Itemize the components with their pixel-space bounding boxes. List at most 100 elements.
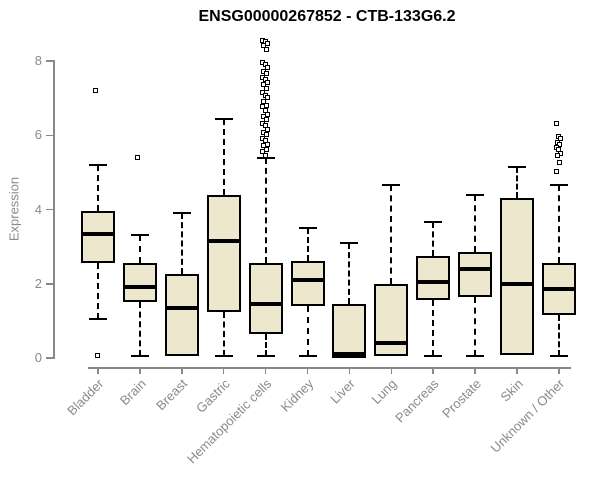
lower-whisker-cap (256, 355, 275, 358)
x-tick-mark (474, 367, 476, 374)
category-label: Breast (153, 376, 191, 414)
x-tick-mark (139, 367, 141, 374)
upper-whisker-cap (89, 163, 107, 166)
boxplot-box (290, 261, 325, 307)
boxplot-median (206, 239, 241, 244)
outlier-point (95, 353, 100, 359)
upper-whisker (390, 185, 393, 284)
boxplot-box (374, 283, 409, 357)
outlier-point (553, 121, 559, 127)
boxplot-median (290, 278, 325, 283)
boxplot-box (122, 263, 157, 303)
y-tick-label: 6 (34, 127, 42, 143)
lower-whisker-cap (424, 355, 443, 358)
outlier-point (557, 141, 563, 147)
boxplot-box (206, 194, 241, 312)
boxplot-box (81, 211, 115, 264)
category-label: Brain (116, 376, 149, 409)
y-tick-mark (46, 60, 53, 62)
outlier-point (557, 160, 563, 166)
lower-whisker-cap (549, 355, 568, 358)
boxplot-box (248, 263, 283, 334)
upper-whisker-cap (424, 221, 443, 224)
boxplot-median (332, 352, 367, 357)
boxplot-box (332, 304, 367, 358)
x-tick-mark (181, 367, 183, 374)
x-tick-mark (348, 367, 351, 374)
outlier-point (263, 85, 269, 91)
upper-whisker (264, 157, 267, 264)
boxplot-median (416, 279, 451, 284)
x-tick-mark (306, 367, 309, 374)
category-label: Lung (368, 376, 400, 408)
x-tick-mark (222, 367, 225, 374)
boxplot-box (458, 252, 493, 297)
outlier-point (263, 70, 269, 76)
category-label: Liver (327, 376, 359, 407)
boxplot-median (374, 341, 409, 346)
boxplot-box (164, 274, 199, 357)
category-label: Prostate (438, 376, 484, 421)
category-label: Gastric (192, 376, 233, 416)
boxplot-median (458, 266, 493, 271)
x-tick-mark (516, 367, 518, 374)
upper-whisker (557, 185, 560, 264)
boxplot-box (500, 198, 534, 356)
upper-whisker (516, 166, 518, 199)
y-tick-label: 4 (34, 201, 42, 217)
upper-whisker-cap (172, 212, 191, 215)
upper-whisker-cap (508, 165, 526, 168)
lower-whisker (474, 296, 477, 357)
boxplot-median (500, 281, 534, 286)
category-label: Pancreas (392, 376, 442, 426)
x-tick-mark (390, 367, 393, 374)
upper-whisker-cap (298, 227, 317, 230)
x-tick-mark (97, 367, 99, 374)
lower-whisker (97, 263, 99, 320)
x-axis-line (88, 367, 571, 369)
y-tick-label: 0 (34, 350, 42, 365)
category-label: Bladder (64, 376, 107, 419)
lower-whisker-cap (466, 355, 485, 358)
outlier-point (553, 169, 559, 175)
upper-whisker-cap (340, 241, 359, 244)
upper-whisker-cap (466, 193, 485, 196)
x-tick-mark (432, 367, 434, 374)
upper-whisker-cap (214, 117, 233, 120)
upper-whisker (97, 164, 99, 212)
upper-whisker (432, 222, 435, 256)
lower-whisker (306, 306, 309, 357)
outlier-point (92, 87, 98, 93)
category-label: Unknown / Other (487, 376, 568, 456)
outlier-point (263, 117, 269, 123)
upper-whisker (222, 118, 225, 195)
outlier-point (263, 46, 269, 52)
lower-whisker-cap (298, 355, 317, 358)
upper-whisker (180, 213, 183, 275)
chart-title: ENSG00000267852 - CTB-133G6.2 (198, 8, 456, 25)
lower-whisker (222, 311, 225, 357)
boxplot-median (541, 287, 576, 292)
outlier-point (265, 126, 270, 132)
outlier-point (262, 152, 268, 158)
upper-whisker (348, 242, 351, 305)
y-tick-mark (46, 134, 53, 136)
lower-whisker (432, 300, 435, 357)
x-tick-mark (558, 367, 560, 374)
outlier-point (263, 132, 269, 138)
y-tick-mark (46, 357, 53, 359)
x-tick-mark (264, 367, 267, 374)
lower-whisker (138, 302, 141, 357)
boxplot-median (248, 302, 283, 307)
upper-whisker (306, 228, 309, 262)
upper-whisker (138, 235, 141, 264)
upper-whisker-cap (130, 234, 149, 237)
lower-whisker-cap (214, 355, 233, 358)
y-axis-line (53, 60, 55, 359)
outlier-point (265, 95, 270, 101)
lower-whisker-cap (130, 355, 149, 358)
outlier-point (558, 135, 564, 141)
lower-whisker (264, 333, 267, 357)
y-tick-label: 8 (34, 53, 42, 68)
